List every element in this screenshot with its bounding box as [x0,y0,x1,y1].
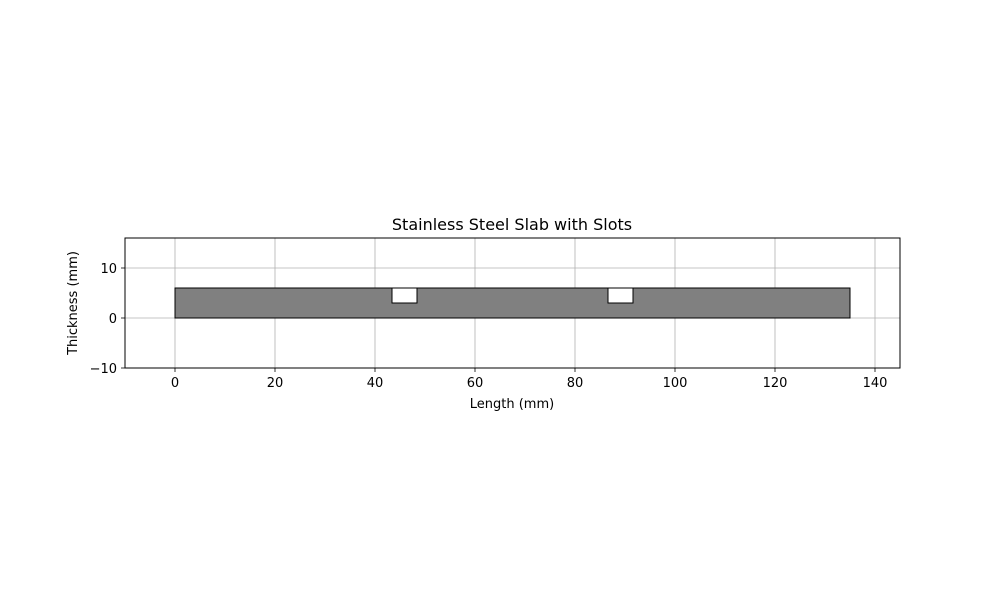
x-tick-label-0: 0 [171,376,179,391]
y-tick-label-1: 0 [109,312,117,327]
y-tick-label-0: −10 [90,362,117,377]
y-tick-label-2: 10 [100,262,117,277]
x-tick-label-3: 60 [467,376,484,391]
x-axis-ticks: 0 20 40 60 80 100 120 140 [171,368,888,391]
plot-marks [174,287,851,319]
x-tick-label-5: 100 [663,376,688,391]
slab-rect [174,287,851,319]
x-tick-label-1: 20 [267,376,284,391]
x-tick-label-6: 120 [763,376,788,391]
x-tick-label-7: 140 [863,376,888,391]
slot-rect-1 [391,287,418,304]
y-axis-ticks: −10 0 10 [90,262,125,377]
x-tick-label-4: 80 [567,376,584,391]
axes-frame [124,237,901,369]
slot-rect-2 [607,287,634,304]
y-axis-label: Thickness (mm) [66,251,81,356]
x-tick-label-2: 40 [367,376,384,391]
chart-title: Stainless Steel Slab with Slots [392,215,632,234]
x-axis-label: Length (mm) [470,397,554,412]
